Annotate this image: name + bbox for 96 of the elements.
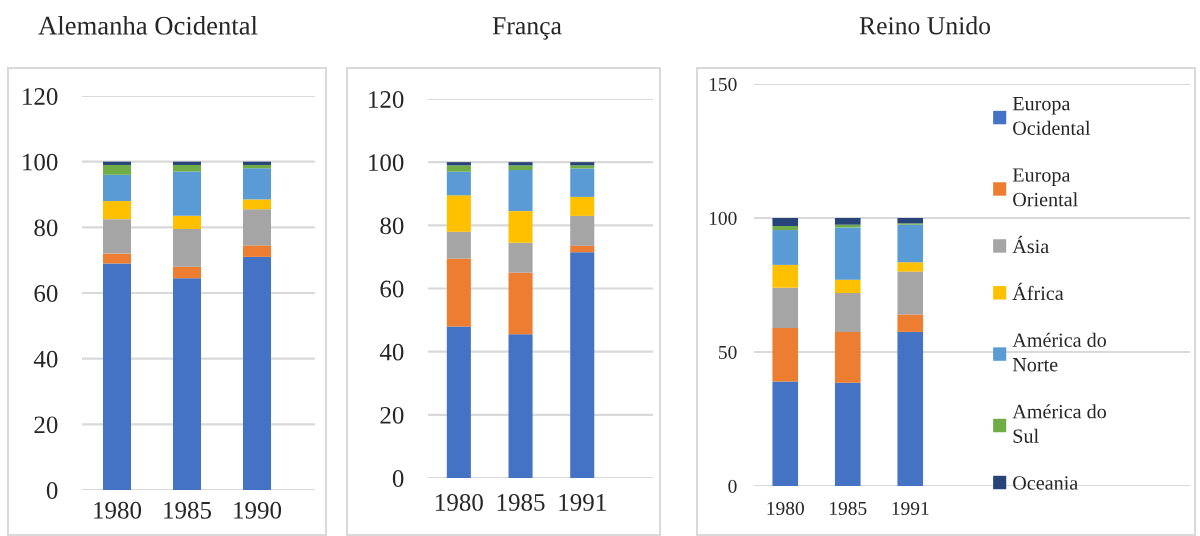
bar: [897, 224, 924, 263]
bar: [446, 231, 471, 259]
bar: [897, 271, 924, 315]
y-tick-label: 20: [380, 406, 404, 424]
bar: [446, 258, 471, 327]
y-tick-label: 80: [380, 217, 404, 235]
y-tick-label: 50: [719, 345, 737, 359]
y-tick-label: 40: [379, 343, 404, 361]
bar: [508, 170, 533, 212]
x-tick-label: 1980: [767, 501, 804, 515]
y-tick-label: 100: [709, 211, 737, 225]
bar: [103, 174, 131, 202]
bar: [173, 278, 201, 490]
bar: [446, 171, 471, 196]
bar: [173, 161, 201, 165]
y-tick-label: 100: [369, 154, 404, 172]
bar: [570, 215, 595, 246]
x-tick-label: 1991: [892, 501, 929, 515]
bar: [772, 327, 799, 382]
x-tick-label: 1985: [164, 501, 212, 519]
legend-label: América do Norte: [1012, 332, 1106, 372]
bar: [243, 209, 271, 246]
bar: [834, 382, 861, 486]
y-tick-label: 150: [709, 77, 737, 91]
x-tick-label: 1990: [234, 501, 282, 519]
bar: [570, 245, 595, 253]
bar: [243, 245, 271, 257]
bar: [103, 164, 131, 175]
y-tick-label: 120: [23, 88, 58, 105]
bar: [772, 287, 799, 328]
bar: [508, 165, 533, 171]
y-tick-label: 120: [369, 91, 404, 108]
bar: [103, 201, 131, 220]
legend-label: Europa Oriental: [1012, 168, 1078, 207]
x-tick-label: 1985: [830, 501, 867, 515]
bar: [173, 171, 201, 216]
y-tick-label: 0: [392, 470, 404, 487]
legend-label: Oceania: [1013, 476, 1078, 490]
bar: [570, 252, 595, 478]
y-tick-label: 60: [380, 280, 404, 298]
bar: [103, 219, 131, 254]
y-tick-label: 20: [34, 416, 58, 434]
bar: [834, 227, 861, 280]
bar: [834, 293, 861, 332]
legend-label: África: [1012, 282, 1064, 301]
y-tick-label: 0: [728, 479, 737, 493]
bar: [173, 215, 201, 229]
bar: [570, 196, 595, 216]
legend-label: Ásia: [1012, 235, 1049, 254]
bar: [897, 218, 924, 224]
y-tick-label: 0: [46, 482, 58, 499]
bar: [772, 230, 799, 265]
bar: [173, 228, 201, 267]
bar: [243, 161, 271, 165]
y-tick-label: 80: [34, 219, 58, 237]
bar: [508, 162, 533, 166]
bar: [772, 218, 799, 227]
bar: [772, 264, 799, 288]
chart-title: França: [492, 17, 562, 40]
bar: [508, 242, 533, 273]
x-tick-label: 1991: [559, 494, 606, 511]
bar: [173, 164, 201, 172]
bar: [570, 168, 595, 197]
bar: [834, 279, 861, 294]
bar: [243, 199, 271, 210]
bar: [446, 326, 471, 478]
y-tick-label: 100: [23, 153, 58, 171]
x-tick-label: 1985: [497, 494, 545, 511]
bar: [103, 263, 131, 490]
bar: [446, 162, 471, 166]
legend-label: América do Sul: [1012, 404, 1106, 443]
bar: [834, 331, 861, 383]
bar: [897, 331, 924, 486]
x-tick-label: 1980: [436, 494, 483, 511]
bar: [103, 253, 131, 264]
x-tick-label: 1980: [94, 501, 142, 519]
chart-title: Alemanha Ocidental: [38, 15, 258, 35]
y-tick-label: 60: [34, 285, 58, 302]
chart-title: Reino Unido: [859, 16, 991, 35]
bar: [897, 314, 924, 332]
legend-label: Europa Ocidental: [1012, 97, 1091, 135]
bar: [243, 164, 271, 169]
bar: [897, 262, 924, 272]
bar: [446, 195, 471, 232]
bar: [243, 256, 271, 490]
bar: [508, 272, 533, 335]
bar: [243, 168, 271, 200]
bar: [834, 218, 861, 225]
bar: [508, 211, 533, 243]
bar: [772, 381, 799, 486]
bar: [173, 266, 201, 279]
bar: [772, 226, 799, 231]
bar: [103, 161, 131, 165]
bar: [446, 165, 471, 172]
bar: [508, 334, 533, 478]
y-tick-label: 40: [33, 350, 58, 368]
